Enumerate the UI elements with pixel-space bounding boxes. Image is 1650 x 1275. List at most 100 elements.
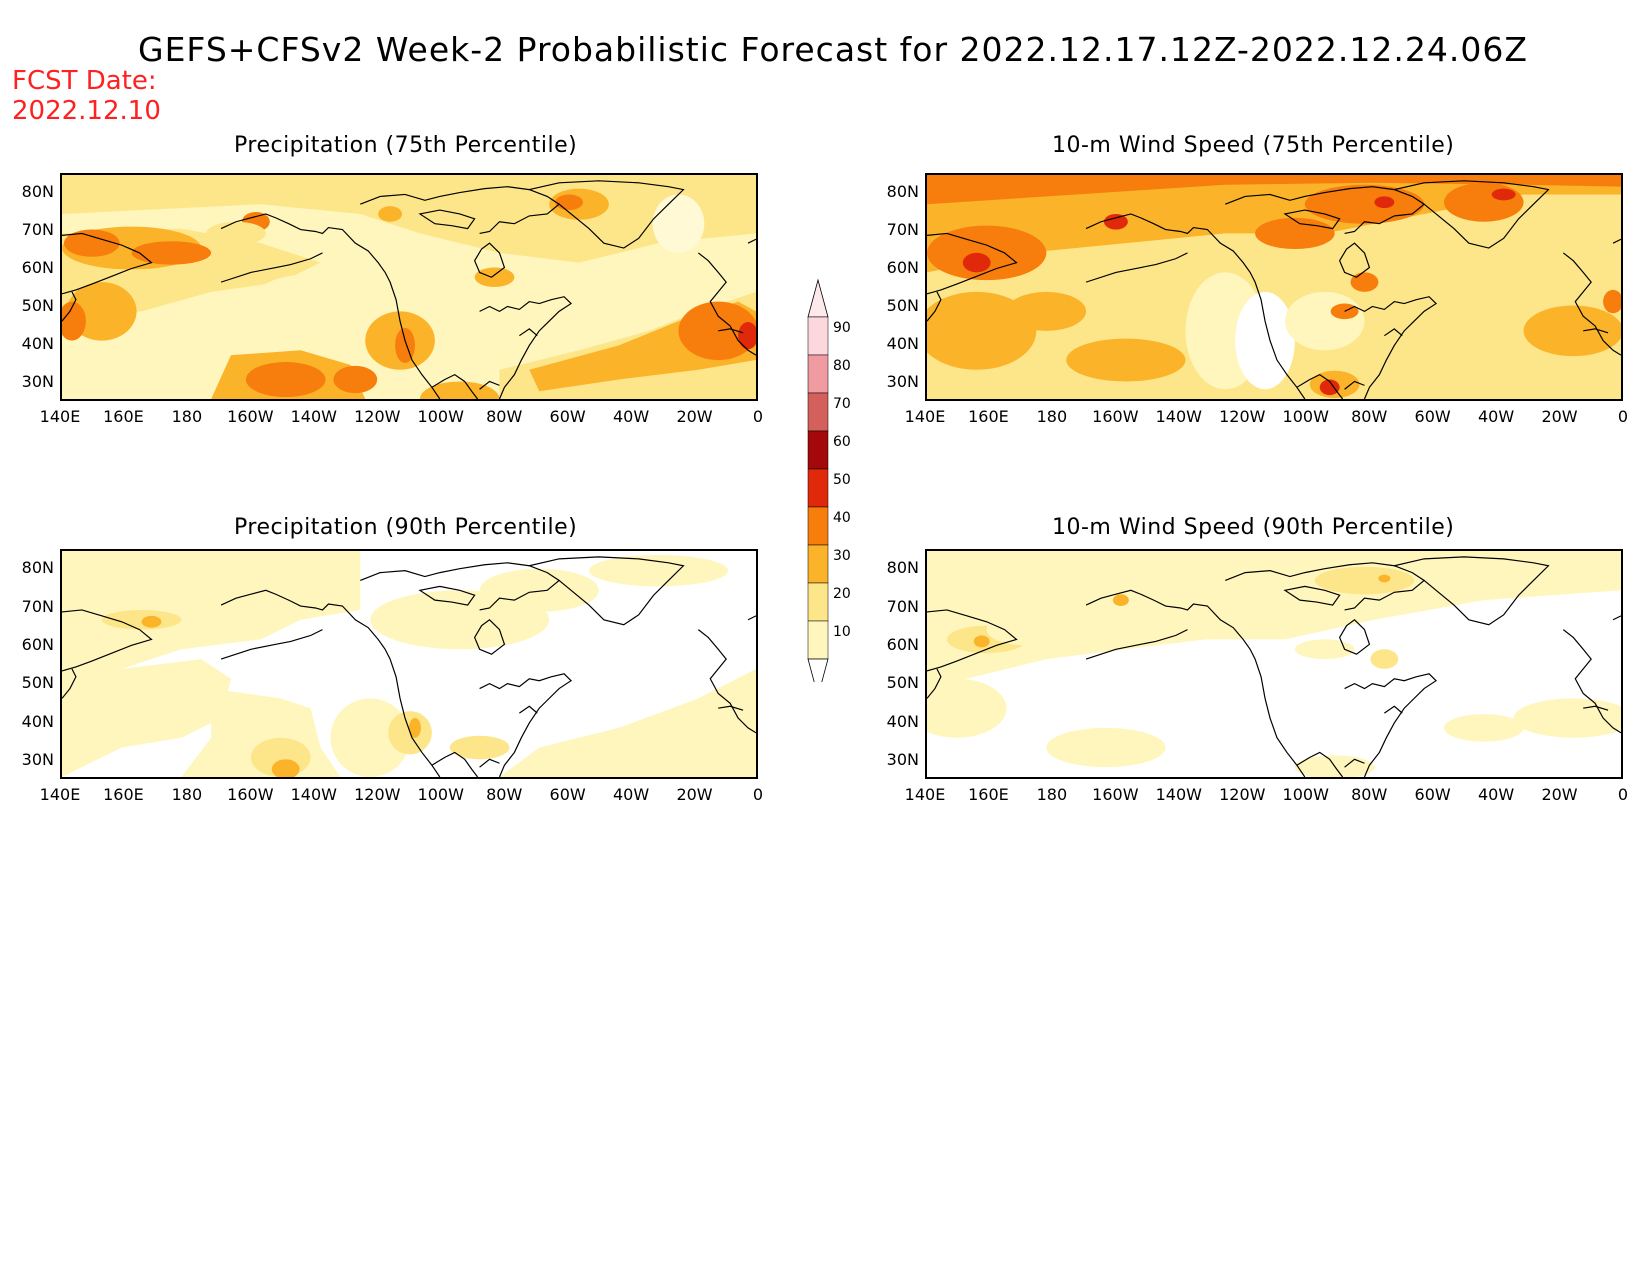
coastline — [1296, 373, 1344, 399]
lon-tick-label: 80W — [1351, 407, 1388, 426]
lat-tick-label: 40N — [886, 334, 919, 353]
lon-tick-label: 180 — [171, 407, 203, 426]
lon-tick-label: 160W — [1092, 407, 1139, 426]
panel-title-precip-90: Precipitation (90th Percentile) — [234, 515, 578, 540]
probability-area — [555, 194, 583, 211]
lon-tick-label: 0 — [1617, 407, 1629, 426]
lat-tick-label: 60N — [886, 258, 919, 277]
lat-tick-label: 80N — [21, 558, 54, 578]
coastline — [1583, 705, 1609, 711]
coastline — [1562, 629, 1621, 734]
coastline — [62, 609, 153, 672]
lon-tick-label: 0 — [752, 785, 764, 804]
lat-tick-label: 50N — [886, 673, 919, 693]
probability-area — [1255, 217, 1335, 250]
probability-area — [101, 609, 182, 630]
probability-area — [474, 267, 515, 287]
lat-tick-label: 30N — [886, 749, 919, 769]
coastline — [529, 180, 685, 249]
probability-area — [333, 365, 378, 394]
lon-tick-label: 40W — [612, 407, 650, 426]
probability-area — [449, 735, 510, 760]
coastline — [220, 589, 441, 777]
lat-tick-label: 80N — [886, 558, 919, 578]
probability-area — [206, 221, 266, 246]
colorbar-label: 30 — [833, 548, 851, 564]
probability-area — [1523, 305, 1621, 357]
lon-tick-label: 160W — [227, 407, 274, 426]
coastline — [473, 619, 506, 655]
colorbar-segment — [807, 582, 829, 622]
probability-area — [1491, 188, 1516, 201]
lat-tick-label: 60N — [21, 634, 54, 654]
lon-tick-label: 140E — [39, 407, 81, 426]
lat-tick-label: 30N — [886, 372, 919, 391]
coastline — [1338, 242, 1371, 278]
coastline — [519, 705, 538, 714]
lon-tick-label: 100W — [1282, 407, 1329, 426]
lon-tick-label: 80W — [486, 785, 523, 804]
coastline — [529, 556, 685, 626]
lon-tick-label: 60W — [549, 785, 586, 804]
probability-area — [62, 301, 86, 341]
colorbar-label: 80 — [833, 358, 851, 374]
coastline — [479, 673, 573, 777]
coastline — [479, 758, 500, 768]
lon-tick-label: 180 — [1036, 407, 1068, 426]
coastline — [431, 751, 479, 777]
coastline — [360, 562, 561, 611]
probability-area — [1006, 291, 1087, 331]
probability-area — [1370, 649, 1399, 669]
probability-area — [652, 194, 705, 253]
coastline — [1085, 213, 1306, 399]
colorbar-label: 50 — [833, 472, 851, 488]
probability-area — [927, 225, 1047, 281]
map-canvas — [62, 175, 756, 399]
probability-area — [927, 678, 1007, 738]
coastline — [1562, 252, 1621, 356]
coastline — [1344, 380, 1365, 390]
probability-area — [962, 252, 991, 273]
lon-tick-label: 120W — [354, 785, 401, 804]
lon-tick-label: 80W — [1351, 785, 1388, 804]
coastline — [1283, 209, 1341, 230]
lon-tick-label: 60W — [549, 407, 586, 426]
lon-tick-label: 160E — [103, 785, 144, 804]
fcst-label: FCST Date: — [12, 66, 157, 96]
colorbar-label: 40 — [833, 510, 851, 526]
lon-tick-label: 140W — [1155, 785, 1202, 804]
probability-area — [1046, 727, 1166, 768]
colorbar-top-extension — [807, 278, 829, 318]
lon-tick-label: 0 — [1617, 785, 1629, 804]
colorbar-segment — [807, 316, 829, 356]
coastline — [718, 705, 744, 711]
coastline — [1384, 705, 1403, 714]
lon-tick-label: 40W — [1477, 407, 1515, 426]
probability-area — [62, 551, 361, 679]
colorbar-label: 90 — [833, 320, 851, 336]
probability-area — [419, 381, 500, 399]
coastline — [697, 252, 756, 356]
lat-tick-label: 70N — [21, 220, 54, 239]
coastline — [1384, 328, 1403, 337]
coastline — [62, 668, 77, 699]
lon-tick-label: 100W — [417, 785, 464, 804]
lat-tick-label: 30N — [21, 749, 54, 769]
colorbar-bottom-extension — [807, 658, 829, 698]
lon-tick-label: 180 — [171, 785, 203, 804]
lon-tick-label: 60W — [1414, 407, 1451, 426]
probability-area — [678, 301, 756, 361]
coastline — [1085, 629, 1188, 660]
colorbar-segment — [807, 620, 829, 660]
lon-tick-label: 20W — [676, 785, 713, 804]
probability-area — [409, 718, 421, 738]
map-precip-75 — [60, 173, 758, 401]
lon-tick-label: 0 — [752, 407, 764, 426]
colorbar-segment — [807, 506, 829, 546]
lat-tick-label: 80N — [21, 182, 54, 201]
lat-tick-label: 50N — [21, 296, 54, 315]
lat-tick-label: 40N — [21, 334, 54, 353]
probability-area — [1284, 291, 1365, 351]
coastline — [718, 328, 744, 334]
coastline — [62, 291, 77, 322]
